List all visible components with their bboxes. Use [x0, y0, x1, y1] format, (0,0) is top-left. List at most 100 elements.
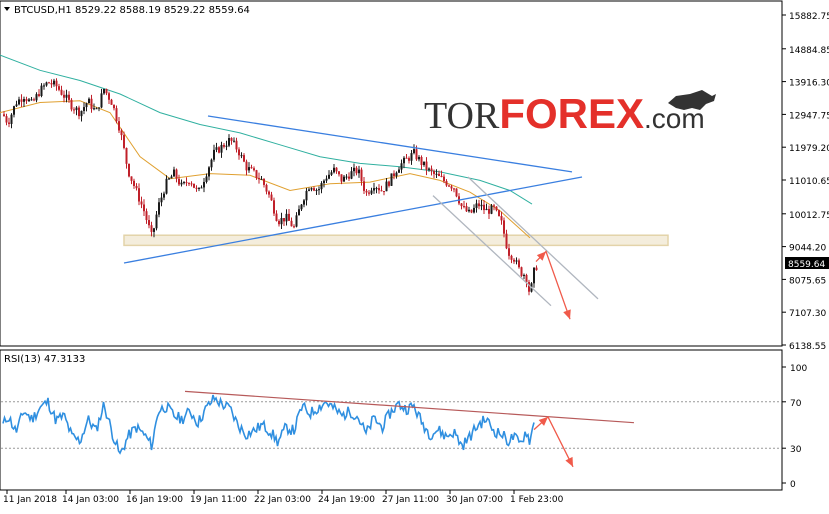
- candle-body: [235, 140, 238, 150]
- candle-body: [485, 208, 488, 211]
- candle-body: [190, 183, 193, 185]
- main-plot: [0, 54, 669, 320]
- candle-body: [268, 191, 270, 195]
- candle-body: [178, 178, 180, 185]
- candle-body: [418, 157, 420, 160]
- candle-body: [355, 167, 358, 174]
- candle-body: [353, 167, 355, 172]
- candle-body: [108, 93, 110, 100]
- candle-body: [55, 80, 58, 87]
- candle-body: [60, 89, 63, 95]
- candle-body: [110, 99, 113, 105]
- candle-body: [103, 88, 105, 94]
- candle-body: [373, 188, 375, 191]
- candle-body: [505, 233, 508, 249]
- candle-body: [260, 178, 263, 180]
- candle-body: [163, 193, 165, 198]
- candle-body: [383, 191, 385, 193]
- candle-body: [520, 267, 523, 276]
- candle-body: [460, 203, 463, 207]
- rsi-axis-label: 70: [790, 399, 802, 409]
- trendline: [207, 115, 573, 173]
- candle-body: [388, 181, 390, 186]
- candle-body: [463, 206, 465, 208]
- candle-body: [80, 110, 83, 117]
- candle-body: [153, 228, 155, 232]
- candle-body: [290, 220, 293, 227]
- time-axis-label: 30 Jan 07:00: [446, 495, 503, 505]
- candle-body: [510, 255, 513, 260]
- candle-body: [200, 187, 203, 189]
- candle-body: [158, 202, 160, 215]
- candle-body: [420, 157, 423, 165]
- candle-body: [428, 168, 430, 170]
- candle-body: [95, 108, 98, 110]
- candle-body: [470, 209, 473, 213]
- price-axis-label: 12947.75: [789, 111, 829, 121]
- trendline: [467, 176, 599, 300]
- forecast-arrow-line: [535, 250, 571, 320]
- candle-body: [43, 85, 45, 87]
- candle-body: [305, 190, 308, 201]
- candle-body: [118, 121, 120, 131]
- candle-body: [280, 218, 283, 225]
- candle-body: [25, 99, 28, 102]
- bull-icon: [668, 90, 716, 110]
- candle-body: [233, 140, 235, 142]
- candle-body: [273, 200, 275, 214]
- price-axis: 15882.75 14884.85 13916.30 12947.75 11979.20…: [782, 12, 829, 352]
- candle-body: [450, 186, 453, 189]
- rsi-panel: RSI(13) 47.3133 100 70 30 0: [0, 349, 807, 491]
- title-dropdown-icon[interactable]: [4, 7, 10, 11]
- moving-average-fast: [0, 100, 531, 239]
- candle-body: [363, 181, 365, 191]
- candle-body: [288, 213, 290, 221]
- candle-body: [143, 204, 145, 212]
- candle-body: [83, 107, 85, 111]
- candle-body: [88, 98, 90, 104]
- watermark-text: TORFOREX.com: [424, 90, 705, 137]
- candle-body: [218, 147, 220, 153]
- candle-body: [225, 145, 228, 147]
- candle-body: [173, 169, 175, 177]
- candle-body: [323, 180, 325, 184]
- candle-body: [263, 178, 265, 185]
- candle-body: [523, 274, 525, 276]
- candle-body: [495, 206, 498, 211]
- candle-body: [533, 267, 535, 284]
- candle-body: [275, 213, 278, 221]
- trendline: [123, 176, 583, 264]
- candle-body: [3, 114, 5, 117]
- candle-body: [145, 211, 148, 221]
- current-price-label: 8559.64: [788, 260, 825, 270]
- watermark-prefix: TOR: [424, 95, 500, 137]
- candle-body: [475, 203, 478, 208]
- candle-body: [455, 188, 458, 197]
- chart-title: BTCUSD,H1 8529.22 8588.19 8529.22 8559.6…: [14, 5, 250, 16]
- candle-body: [75, 107, 78, 111]
- price-axis-label: 11010.65: [789, 177, 829, 187]
- candle-body: [343, 176, 345, 182]
- time-axis-label: 19 Jan 11:00: [190, 495, 247, 505]
- candle-body: [180, 182, 183, 185]
- candle-body: [198, 187, 200, 189]
- support-zone: [123, 234, 669, 247]
- candle-body: [478, 203, 480, 207]
- trendline: [432, 195, 552, 307]
- candle-body: [38, 94, 40, 97]
- candle-body: [278, 220, 280, 225]
- candle-body: [73, 109, 75, 111]
- time-axis-label: 24 Jan 19:00: [318, 495, 375, 505]
- candle-body: [400, 163, 403, 170]
- candle-body: [453, 188, 455, 190]
- candle-body: [188, 183, 190, 185]
- candle-body: [223, 144, 225, 147]
- candle-body: [430, 168, 433, 172]
- candle-body: [398, 169, 400, 173]
- candle-body: [285, 213, 288, 222]
- candle-body: [138, 188, 140, 202]
- rsi-line: [2, 394, 535, 455]
- candle-body: [250, 167, 253, 169]
